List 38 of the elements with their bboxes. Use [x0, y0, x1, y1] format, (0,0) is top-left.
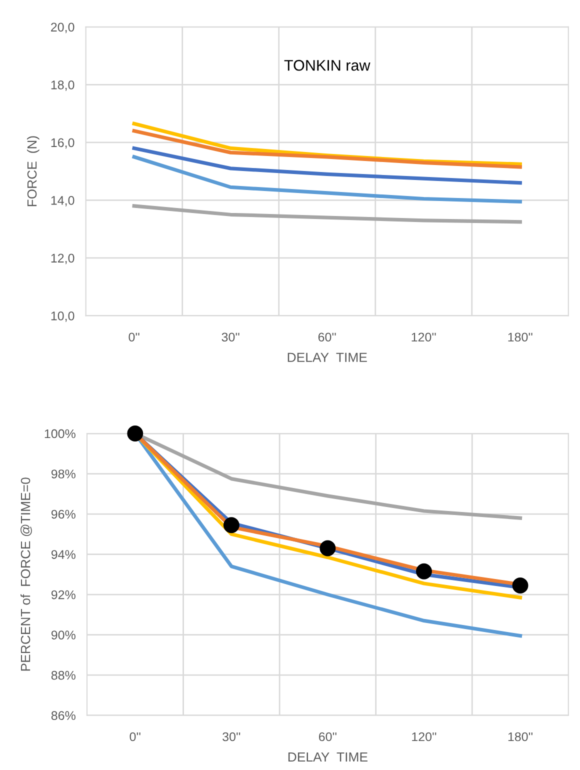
point [512, 578, 528, 594]
y-tick-label: 94% [51, 550, 76, 559]
y-axis-title: FORCE (N) [26, 136, 40, 206]
y-tick-label: 18,0 [51, 80, 74, 91]
x-tick-label: 120'' [412, 732, 436, 742]
y-tick-label: 88% [51, 670, 76, 680]
y-tick-label: 20,0 [51, 22, 74, 34]
y-tick-label: 12,0 [51, 254, 74, 264]
y-tick-label: 14,0 [51, 196, 74, 206]
point [320, 540, 336, 556]
y-tick-label: 16,0 [51, 138, 74, 149]
y-tick-label: 92% [51, 590, 76, 600]
x-tick-label: 30'' [222, 332, 240, 342]
x-tick-label: 60'' [318, 732, 336, 742]
point [127, 426, 144, 442]
x-tick-label: 0'' [130, 732, 140, 742]
y-tick-label: 10,0 [51, 312, 74, 322]
x-tick-label: 180'' [508, 332, 532, 342]
x-axis-title: DELAY TIME [288, 352, 367, 362]
x-tick-label: 180'' [508, 732, 532, 742]
text: TONKIN raw [284, 60, 370, 71]
x-axis-title: DELAY TIME [288, 752, 368, 762]
line-series [132, 146, 522, 185]
point [416, 563, 432, 580]
x-tick-label: 30'' [222, 732, 240, 742]
line-series [132, 129, 522, 169]
point [223, 517, 240, 534]
x-tick-label: 60'' [318, 332, 336, 342]
y-tick-label: 90% [51, 630, 76, 640]
y-tick-label: 98% [51, 470, 76, 478]
y-tick-label: 100% [44, 429, 76, 438]
y-axis-title: PERCENT of FORCE @TIME=0 [20, 478, 32, 671]
y-tick-label: 96% [51, 510, 76, 519]
x-tick-label: 0'' [128, 332, 140, 342]
line-series [132, 155, 522, 204]
x-tick-label: 120'' [412, 332, 436, 342]
y-tick-label: 86% [51, 711, 76, 720]
line-series [132, 204, 522, 224]
